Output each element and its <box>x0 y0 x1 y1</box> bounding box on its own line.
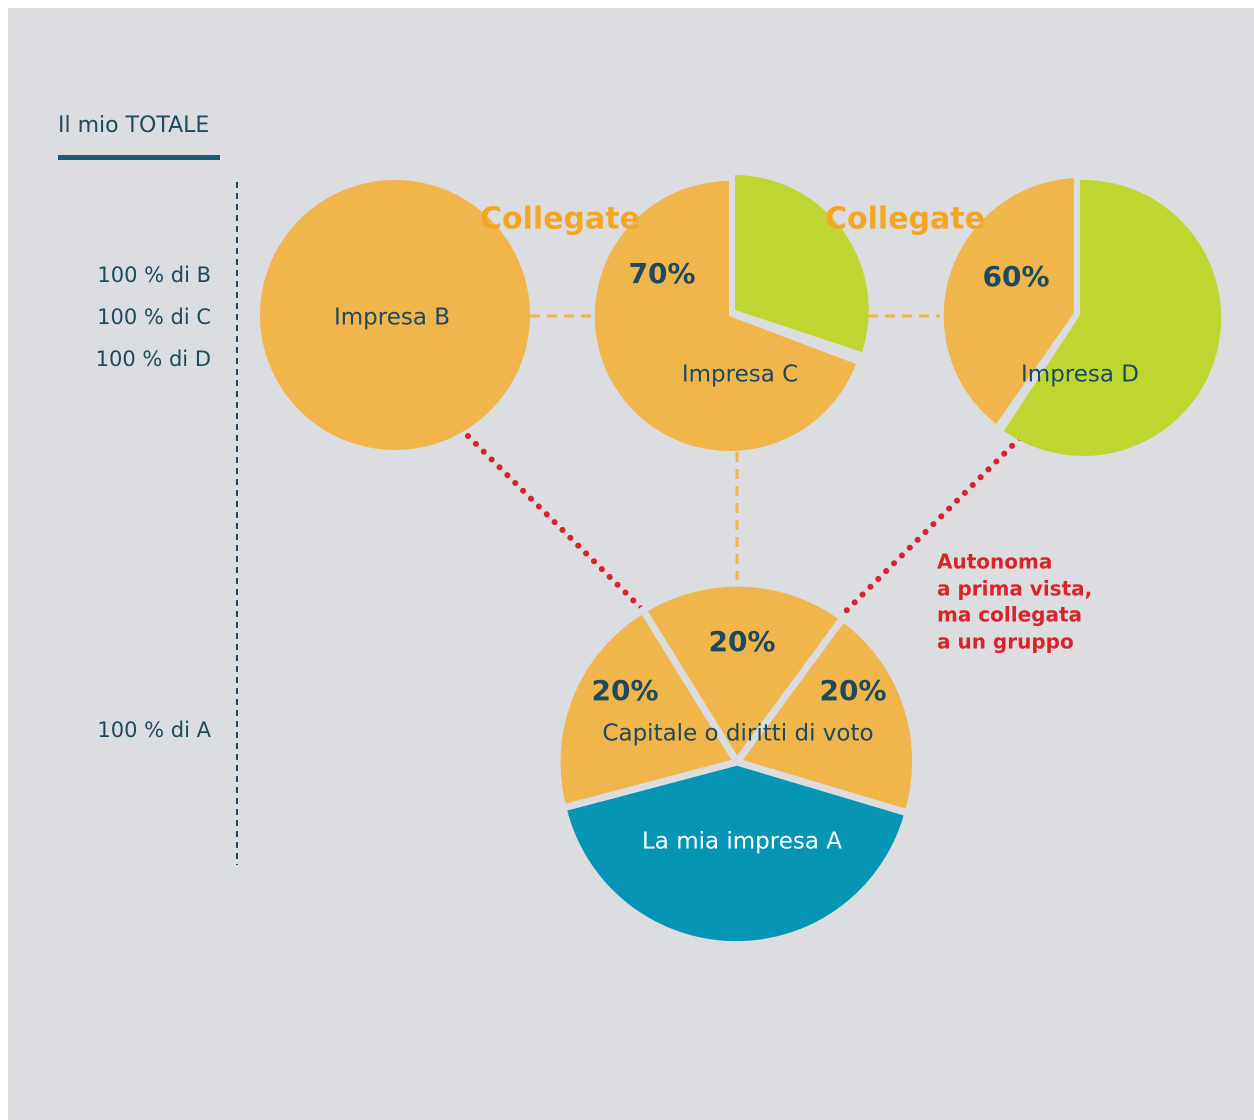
share-label: 20% <box>819 674 886 707</box>
title: Il mio TOTALE <box>58 113 209 138</box>
company-a-share <box>553 606 741 812</box>
company-c-rest <box>735 175 869 352</box>
node-label: Impresa C <box>682 362 798 388</box>
note-line: ma collegata <box>937 603 1082 627</box>
total-label: 100 % di B <box>97 263 211 287</box>
group-link <box>465 433 651 618</box>
node-label: La mia impresa A <box>642 829 842 855</box>
background <box>8 8 1254 1120</box>
total-label: 100 % di C <box>97 305 211 329</box>
node-label: Impresa B <box>334 305 450 331</box>
company-a-share <box>639 579 847 766</box>
share-label: 20% <box>708 625 775 658</box>
node-label: Impresa D <box>1021 362 1139 388</box>
company-d-rest <box>943 178 1074 424</box>
link-label: Collegate <box>480 202 640 237</box>
total-label: 100 % di D <box>96 347 211 371</box>
link-label: Collegate <box>825 202 985 237</box>
total-label: 100 % di A <box>97 718 211 742</box>
group-link <box>837 435 1023 620</box>
note-line: a un gruppo <box>937 630 1074 654</box>
company-d-share <box>1004 179 1222 456</box>
title-underline <box>58 155 220 160</box>
caption: Capitale o diritti di voto <box>602 721 873 747</box>
share-label: 20% <box>591 674 658 707</box>
company-b <box>260 180 530 450</box>
note-line: Autonoma <box>937 550 1052 574</box>
share-label: 60% <box>982 260 1049 293</box>
company-a <box>559 758 912 949</box>
note-line: a prima vista, <box>937 577 1092 601</box>
company-c-share <box>594 181 856 451</box>
company-a-share <box>733 614 920 817</box>
share-label: 70% <box>628 257 695 290</box>
